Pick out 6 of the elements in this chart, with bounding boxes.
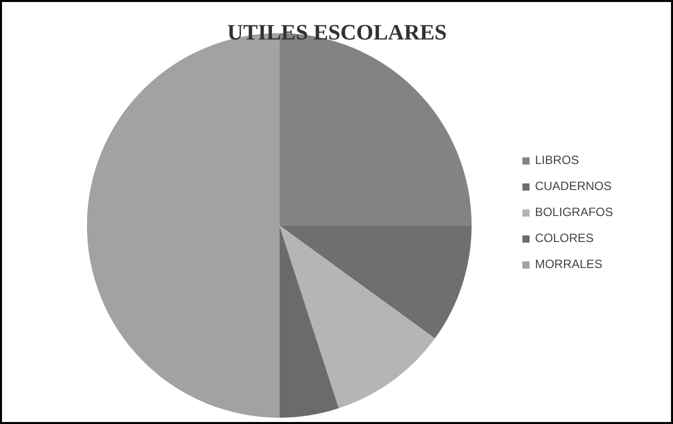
chart-title: UTILES ESCOLARES bbox=[227, 19, 447, 44]
legend-label: MORRALES bbox=[534, 257, 602, 271]
legend-label: CUADERNOS bbox=[534, 179, 612, 193]
legend-label: LIBROS bbox=[534, 153, 579, 167]
legend-label: BOLIGRAFOS bbox=[534, 205, 613, 219]
legend-label: COLORES bbox=[534, 231, 594, 245]
